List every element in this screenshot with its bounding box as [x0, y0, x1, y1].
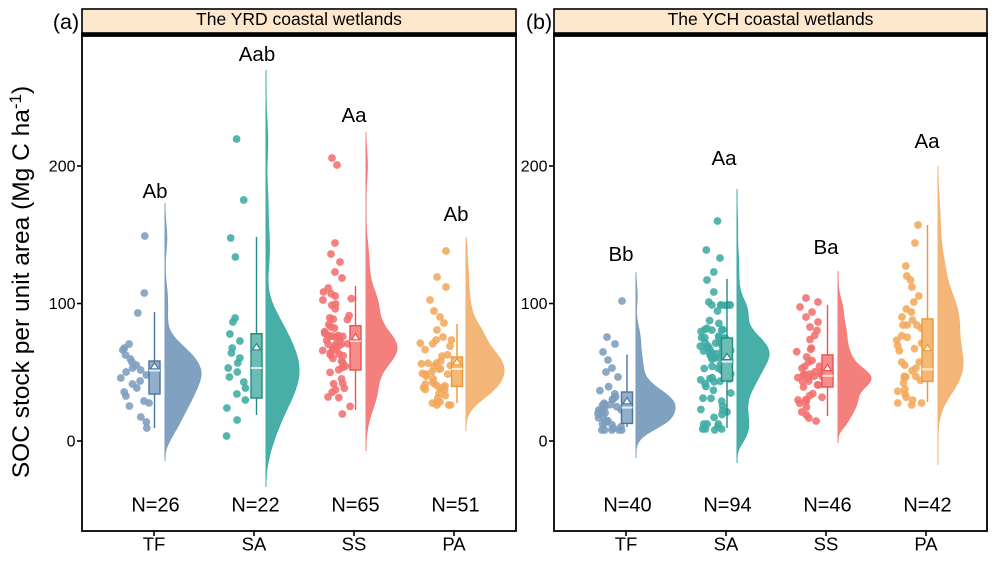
svg-text:(b): (b) [526, 10, 552, 34]
svg-text:N=65: N=65 [331, 495, 379, 517]
svg-text:Ab: Ab [142, 180, 167, 203]
svg-text:N=51: N=51 [431, 495, 479, 517]
svg-text:The YCH coastal wetlands: The YCH coastal wetlands [668, 9, 874, 29]
svg-text:PA: PA [914, 534, 938, 555]
svg-text:Aa: Aa [341, 104, 367, 127]
svg-text:SA: SA [714, 534, 739, 555]
svg-text:(a): (a) [53, 10, 79, 34]
svg-text:200: 200 [521, 159, 548, 176]
svg-text:TF: TF [143, 534, 166, 555]
svg-text:100: 100 [521, 296, 548, 313]
svg-text:TF: TF [615, 534, 638, 555]
svg-text:The YRD coastal wetlands: The YRD coastal wetlands [196, 9, 402, 29]
svg-text:200: 200 [49, 159, 76, 176]
svg-text:0: 0 [539, 434, 548, 451]
svg-text:0: 0 [67, 434, 76, 451]
svg-text:SS: SS [342, 534, 367, 555]
svg-text:Ba: Ba [813, 236, 839, 259]
svg-text:N=42: N=42 [903, 495, 951, 517]
svg-text:Aa: Aa [914, 130, 940, 153]
svg-text:Aa: Aa [711, 147, 737, 170]
svg-text:SS: SS [814, 534, 839, 555]
svg-text:Aab: Aab [239, 43, 275, 66]
svg-text:SA: SA [242, 534, 267, 555]
svg-text:PA: PA [442, 534, 466, 555]
svg-text:N=40: N=40 [603, 495, 651, 517]
svg-text:100: 100 [49, 296, 76, 313]
svg-text:N=94: N=94 [703, 495, 751, 517]
svg-text:SOC stock per unit area (Mg C: SOC stock per unit area (Mg C ha-1) [6, 86, 35, 478]
svg-text:Bb: Bb [608, 243, 633, 266]
svg-text:Ab: Ab [443, 203, 468, 226]
svg-text:N=26: N=26 [131, 495, 179, 517]
svg-text:N=46: N=46 [803, 495, 851, 517]
svg-text:N=22: N=22 [231, 495, 279, 517]
